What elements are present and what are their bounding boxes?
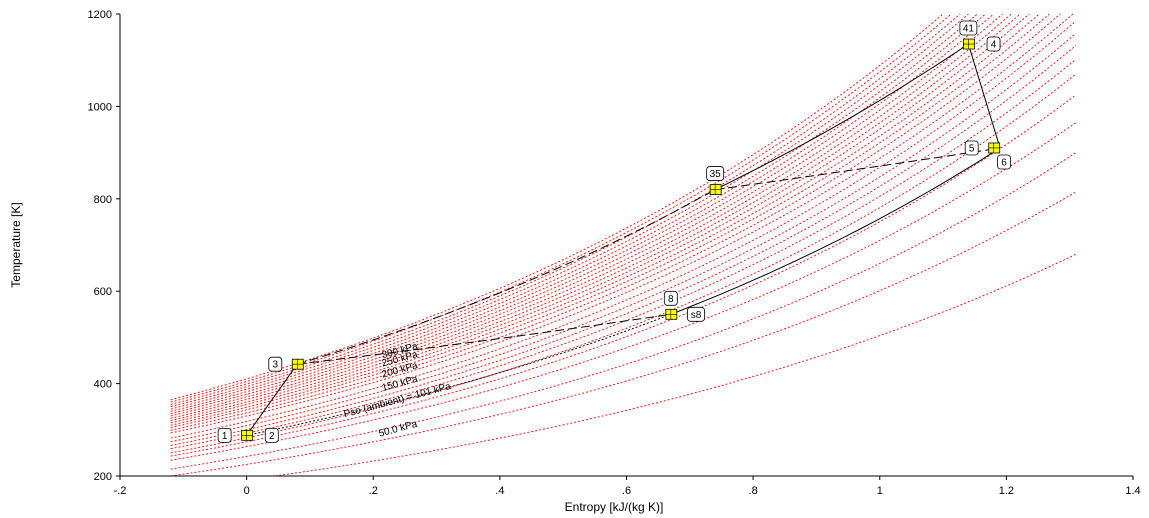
state-marker-cross — [963, 39, 975, 50]
state-label-box — [268, 356, 283, 372]
isobar-line-9 — [170, 13, 1012, 419]
state-point-35: 35 — [706, 166, 725, 195]
state-label: 3 — [272, 360, 278, 371]
y-tick-label: 600 — [94, 286, 112, 298]
isobar-line-6 — [170, 13, 986, 412]
isobar-line-15 — [170, 13, 1074, 434]
isobar-line-22 — [170, 122, 1077, 461]
isobar-line-10 — [170, 13, 1021, 422]
state-marker-cross — [665, 309, 677, 320]
isobar-line-16 — [170, 20, 1077, 439]
isobar-line-25 — [275, 253, 1077, 477]
isobar-line-3 — [170, 13, 961, 405]
isobar-line-24 — [170, 191, 1077, 477]
state-marker-cross — [241, 430, 253, 441]
state-point-6: 6 — [997, 154, 1011, 170]
isobar-line-4 — [170, 13, 969, 408]
state-point-layer: 1 2 3 35 41 4 5 6 8 s8 — [217, 20, 1011, 443]
isobar-layer — [170, 13, 1077, 477]
isobar-line-7 — [170, 13, 994, 415]
state-label-box — [959, 20, 978, 36]
isobar-line-19 — [170, 58, 1077, 450]
isobar-line-21 — [170, 94, 1077, 457]
isobar-line-17 — [170, 33, 1077, 443]
process-layer — [246, 43, 1001, 436]
process-line-6 — [670, 147, 1001, 315]
isobar-line-13 — [170, 13, 1050, 428]
state-point-1: 1 — [217, 427, 254, 443]
state-label-box — [964, 140, 979, 156]
y-tick-label: 1200 — [88, 9, 112, 21]
state-label-box — [997, 154, 1011, 170]
state-label-box — [687, 306, 705, 322]
state-point-8: 8 — [663, 290, 678, 320]
process-line-2 — [297, 189, 716, 365]
isobar-line-1 — [170, 13, 944, 401]
x-tick-label: 1.2 — [999, 485, 1014, 497]
y-tick-label: 200 — [94, 471, 112, 483]
y-tick-label: 800 — [94, 194, 112, 206]
process-line-7 — [297, 313, 671, 365]
x-tick-label: 1.4 — [1125, 485, 1140, 497]
y-axis-label: Temperature [K] — [9, 202, 23, 287]
isobar-line-20 — [170, 73, 1077, 454]
state-label: 35 — [710, 169, 722, 180]
y-tick-label: 400 — [94, 379, 112, 391]
isobar-line-2 — [170, 13, 952, 403]
x-axis-label: Entropy [kJ/(kg K)] — [565, 500, 664, 514]
state-marker-cross — [292, 359, 304, 370]
state-label-box — [264, 427, 279, 443]
isobar-line-12 — [170, 13, 1040, 426]
isobar-line-14 — [170, 13, 1061, 431]
state-label-box — [986, 36, 1001, 52]
x-tick-label: .4 — [495, 485, 504, 497]
state-point-2: 2 — [264, 427, 279, 443]
isobar-line-23 — [170, 152, 1077, 470]
state-point-4: 4 — [986, 36, 1001, 52]
state-label-box — [217, 427, 232, 443]
state-marker-cross — [710, 184, 722, 195]
state-label: 5 — [969, 143, 975, 154]
axis-layer: -.2 0 .2 .4 .6 .8 1 1.2 1.4 200 400 600 800 1000 1200 — [88, 9, 1141, 497]
process-line-3 — [714, 43, 969, 191]
state-point-3: 3 — [268, 356, 304, 372]
process-line-1 — [246, 363, 298, 436]
x-tick-label: -.2 — [114, 485, 127, 497]
process-line-4 — [967, 43, 1001, 149]
x-tick-label: .2 — [369, 485, 378, 497]
isobar-line-8 — [170, 13, 1003, 417]
state-label: 41 — [963, 24, 975, 35]
isobar-line-5 — [170, 13, 978, 410]
state-label: 6 — [1001, 157, 1007, 168]
state-label: s8 — [691, 310, 702, 321]
process-line-8 — [246, 313, 671, 436]
x-tick-label: 1 — [877, 485, 883, 497]
y-tick-label: 1000 — [88, 101, 112, 113]
state-marker-cross — [988, 142, 1000, 153]
state-label-box — [663, 290, 678, 306]
state-label: 8 — [668, 294, 674, 305]
state-point-41: 41 — [959, 20, 978, 50]
x-tick-label: 0 — [244, 485, 250, 497]
x-tick-label: .6 — [622, 485, 631, 497]
x-tick-label: .8 — [749, 485, 758, 497]
state-label: 1 — [222, 431, 228, 442]
isobar-line-18 — [170, 45, 1077, 446]
state-point-s8: s8 — [687, 306, 705, 322]
state-label: 2 — [269, 431, 275, 442]
process-line-5 — [715, 147, 1001, 191]
state-point-5: 5 — [964, 140, 1001, 156]
isobar-label: 50.0 kPa — [378, 419, 419, 440]
state-label: 4 — [991, 40, 997, 51]
state-label-box — [706, 166, 725, 181]
